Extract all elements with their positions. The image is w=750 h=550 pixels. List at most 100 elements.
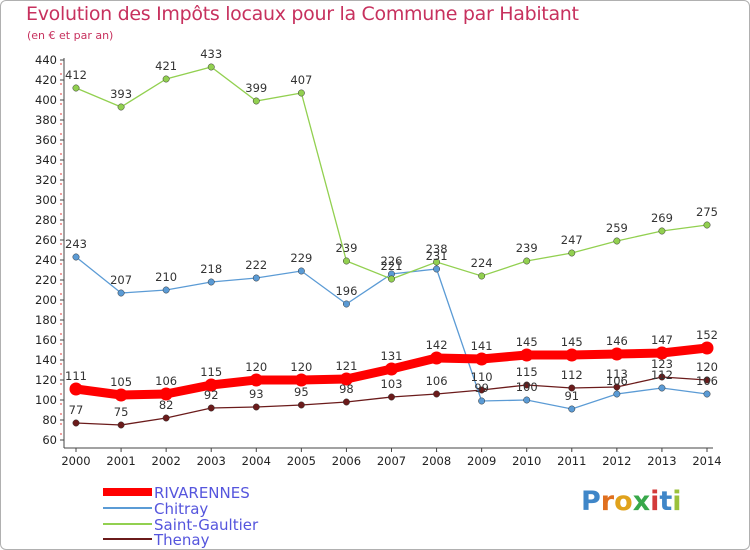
y-tick-label: 340 bbox=[35, 153, 57, 167]
data-point-rivarennes bbox=[655, 346, 669, 360]
data-point-thenay bbox=[162, 414, 170, 422]
data-label-rivarennes: 120 bbox=[245, 360, 267, 374]
data-point-thenay bbox=[703, 376, 711, 384]
data-point-thenay bbox=[658, 373, 666, 381]
data-point-rivarennes bbox=[610, 347, 624, 361]
data-point-saint_gaultier bbox=[478, 272, 486, 280]
x-tick-label: 2008 bbox=[422, 454, 451, 468]
data-point-chitray bbox=[207, 278, 215, 286]
legend-label-thenay: Thenay bbox=[153, 531, 210, 549]
data-label-rivarennes: 111 bbox=[65, 369, 87, 383]
data-point-rivarennes bbox=[204, 378, 218, 392]
data-label-rivarennes: 141 bbox=[471, 339, 493, 353]
data-label-thenay: 120 bbox=[696, 360, 718, 374]
x-tick-label: 2003 bbox=[197, 454, 226, 468]
data-point-thenay bbox=[72, 419, 80, 427]
data-point-chitray bbox=[117, 289, 125, 297]
data-label-saint_gaultier: 412 bbox=[65, 68, 87, 82]
data-label-saint_gaultier: 421 bbox=[155, 59, 177, 73]
logo-letter: t bbox=[659, 486, 673, 517]
data-point-thenay bbox=[568, 384, 576, 392]
data-point-saint_gaultier bbox=[297, 89, 305, 97]
data-label-chitray: 229 bbox=[290, 251, 312, 265]
data-label-rivarennes: 121 bbox=[335, 359, 357, 373]
data-label-rivarennes: 145 bbox=[561, 335, 583, 349]
data-point-thenay bbox=[117, 421, 125, 429]
logo-letter: P bbox=[581, 486, 601, 517]
data-point-saint_gaultier bbox=[162, 75, 170, 83]
data-label-chitray: 99 bbox=[474, 381, 489, 395]
data-label-chitray: 218 bbox=[200, 262, 222, 276]
data-point-saint_gaultier bbox=[252, 97, 260, 105]
x-tick-label: 2013 bbox=[647, 454, 676, 468]
data-label-rivarennes: 120 bbox=[290, 360, 312, 374]
data-label-chitray: 231 bbox=[426, 249, 448, 263]
x-tick-label: 2014 bbox=[692, 454, 721, 468]
data-label-thenay: 115 bbox=[516, 365, 538, 379]
data-label-thenay: 92 bbox=[204, 388, 219, 402]
data-label-chitray: 196 bbox=[335, 284, 357, 298]
chart-title: Evolution des Impôts locaux pour la Comm… bbox=[26, 3, 579, 25]
data-point-saint_gaultier bbox=[703, 221, 711, 229]
y-tick-label: 440 bbox=[35, 53, 57, 67]
data-label-saint_gaultier: 224 bbox=[471, 256, 493, 270]
series-line-saint_gaultier bbox=[75, 66, 708, 280]
data-label-saint_gaultier: 275 bbox=[696, 205, 718, 219]
data-label-saint_gaultier: 239 bbox=[335, 241, 357, 255]
data-label-saint_gaultier: 433 bbox=[200, 47, 222, 61]
data-point-rivarennes bbox=[520, 348, 534, 362]
x-tick-label: 2012 bbox=[602, 454, 631, 468]
data-label-chitray: 207 bbox=[110, 273, 132, 287]
data-point-saint_gaultier bbox=[72, 84, 80, 92]
data-label-rivarennes: 115 bbox=[200, 365, 222, 379]
data-label-thenay: 98 bbox=[339, 382, 354, 396]
y-tick-label: 80 bbox=[42, 413, 57, 427]
data-label-saint_gaultier: 238 bbox=[426, 242, 448, 256]
data-label-thenay: 112 bbox=[561, 368, 583, 382]
data-point-thenay bbox=[342, 398, 350, 406]
data-label-rivarennes: 105 bbox=[110, 375, 132, 389]
y-tick-label: 60 bbox=[42, 433, 57, 447]
data-point-chitray bbox=[613, 390, 621, 398]
data-point-saint_gaultier bbox=[568, 249, 576, 257]
y-tick-label: 160 bbox=[35, 333, 57, 347]
y-tick-label: 140 bbox=[35, 353, 57, 367]
data-label-chitray: 100 bbox=[516, 380, 538, 394]
data-point-chitray bbox=[478, 397, 486, 405]
data-point-rivarennes bbox=[294, 373, 308, 387]
y-tick-label: 320 bbox=[35, 173, 57, 187]
y-tick-label: 180 bbox=[35, 313, 57, 327]
data-label-chitray: 226 bbox=[381, 254, 403, 268]
data-point-chitray bbox=[523, 396, 531, 404]
y-tick-label: 120 bbox=[35, 373, 57, 387]
data-point-rivarennes bbox=[69, 382, 83, 396]
data-point-rivarennes bbox=[430, 351, 444, 365]
data-point-rivarennes bbox=[249, 373, 263, 387]
data-point-thenay bbox=[207, 404, 215, 412]
data-label-saint_gaultier: 269 bbox=[651, 211, 673, 225]
data-point-chitray bbox=[72, 253, 80, 261]
x-tick-label: 2011 bbox=[557, 454, 586, 468]
y-tick-label: 280 bbox=[35, 213, 57, 227]
data-point-rivarennes bbox=[159, 387, 173, 401]
series-layer bbox=[69, 63, 714, 429]
data-label-rivarennes: 146 bbox=[606, 334, 628, 348]
data-point-chitray bbox=[297, 267, 305, 275]
x-tick-label: 2000 bbox=[61, 454, 90, 468]
data-point-thenay bbox=[433, 390, 441, 398]
data-point-rivarennes bbox=[114, 388, 128, 402]
data-point-thenay bbox=[613, 383, 621, 391]
data-point-thenay bbox=[388, 393, 395, 401]
data-label-thenay: 82 bbox=[159, 398, 174, 412]
y-tick-label: 220 bbox=[35, 273, 57, 287]
x-tick-label: 2006 bbox=[332, 454, 361, 468]
logo-letter: i bbox=[650, 486, 660, 517]
data-label-chitray: 210 bbox=[155, 270, 177, 284]
data-point-rivarennes bbox=[385, 362, 398, 376]
data-label-thenay: 110 bbox=[471, 370, 493, 384]
x-tick-label: 2010 bbox=[512, 454, 541, 468]
data-point-thenay bbox=[252, 403, 260, 411]
data-point-rivarennes bbox=[339, 372, 353, 386]
